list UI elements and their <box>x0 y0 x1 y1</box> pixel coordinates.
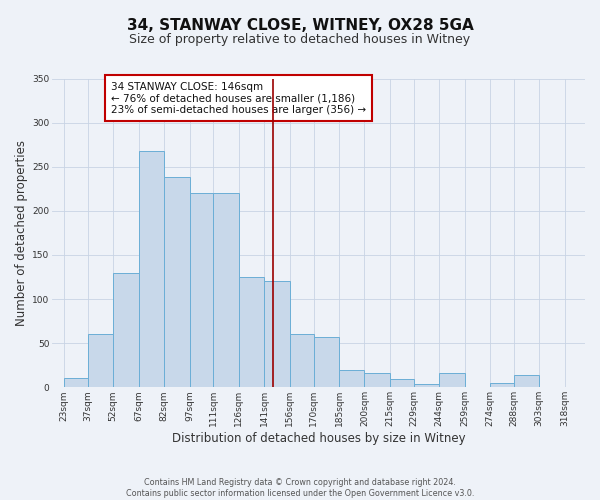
Bar <box>290 334 314 388</box>
Bar <box>390 380 413 388</box>
Bar <box>113 272 139 388</box>
Bar <box>339 370 364 388</box>
Text: Size of property relative to detached houses in Witney: Size of property relative to detached ho… <box>130 32 470 46</box>
Bar <box>239 277 264 388</box>
Bar <box>364 373 390 388</box>
Bar <box>514 375 539 388</box>
Bar <box>264 282 290 388</box>
Bar <box>439 373 464 388</box>
Bar <box>190 193 214 388</box>
Bar <box>214 193 239 388</box>
Text: 34, STANWAY CLOSE, WITNEY, OX28 5GA: 34, STANWAY CLOSE, WITNEY, OX28 5GA <box>127 18 473 32</box>
Bar <box>164 178 190 388</box>
Bar <box>314 337 339 388</box>
Text: 34 STANWAY CLOSE: 146sqm
← 76% of detached houses are smaller (1,186)
23% of sem: 34 STANWAY CLOSE: 146sqm ← 76% of detach… <box>111 82 366 115</box>
X-axis label: Distribution of detached houses by size in Witney: Distribution of detached houses by size … <box>172 432 466 445</box>
Text: Contains HM Land Registry data © Crown copyright and database right 2024.
Contai: Contains HM Land Registry data © Crown c… <box>126 478 474 498</box>
Y-axis label: Number of detached properties: Number of detached properties <box>15 140 28 326</box>
Bar <box>490 383 514 388</box>
Bar <box>64 378 88 388</box>
Bar <box>139 151 164 388</box>
Bar <box>88 334 113 388</box>
Bar <box>413 384 439 388</box>
